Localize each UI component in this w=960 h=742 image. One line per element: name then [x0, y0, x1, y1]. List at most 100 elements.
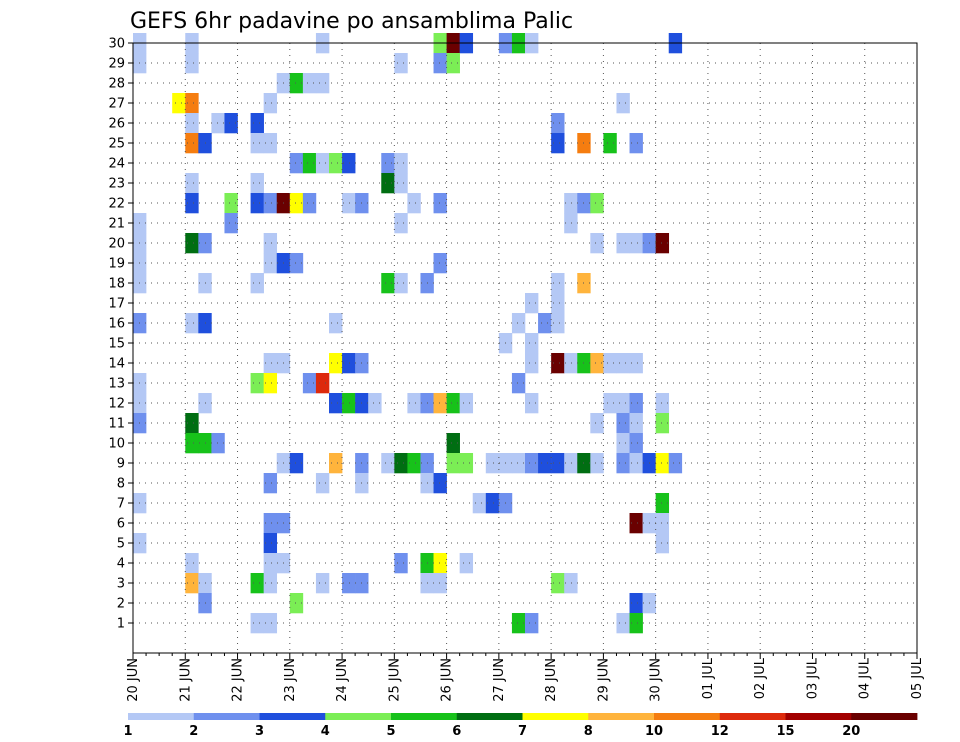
heatmap-cell: [655, 453, 670, 474]
heatmap-cell: [564, 193, 578, 214]
heatmap-cell: [668, 453, 683, 474]
heatmap-cell: [394, 213, 408, 234]
heatmap-cell: [511, 313, 526, 334]
heatmap-cell: [289, 73, 304, 94]
heatmap-cell: [302, 153, 317, 174]
y-tick-label: 1: [117, 617, 125, 632]
heatmap-cell: [342, 353, 356, 374]
colorbar-swatch: [785, 713, 852, 720]
y-tick-label: 23: [108, 177, 125, 192]
heatmap-cell: [551, 573, 565, 594]
heatmap-cell: [263, 193, 278, 214]
heatmap-cell: [459, 393, 474, 414]
colorbar-label: 15: [776, 724, 794, 739]
heatmap-cell: [564, 213, 578, 234]
heatmap-cell: [407, 193, 421, 214]
y-tick-label: 8: [117, 477, 125, 492]
heatmap-cell: [616, 453, 630, 474]
x-tick-label: 05 JUL: [910, 657, 925, 699]
heatmap-cell: [342, 193, 356, 214]
heatmap-cell: [302, 373, 317, 394]
heatmap-cell: [511, 373, 526, 394]
heatmap-cell: [381, 173, 395, 194]
y-tick-label: 4: [117, 557, 125, 572]
heatmap-cell: [315, 153, 330, 174]
heatmap-cell: [485, 493, 500, 514]
heatmap-cell: [564, 453, 578, 474]
y-tick-label: 2: [117, 597, 125, 612]
heatmap-cell: [263, 553, 278, 574]
heatmap-cell: [655, 393, 670, 414]
heatmap-cell: [525, 613, 539, 634]
heatmap-cell: [603, 353, 617, 374]
heatmap-cell: [655, 493, 670, 514]
y-tick-label: 18: [108, 277, 125, 292]
x-tick-label: 03 JUL: [805, 657, 820, 699]
heatmap-cell: [511, 613, 526, 634]
heatmap-cell: [616, 393, 630, 414]
heatmap-cell: [551, 353, 565, 374]
heatmap-cell: [289, 153, 304, 174]
heatmap-cell: [616, 93, 630, 114]
heatmap-cell: [629, 413, 643, 434]
y-tick-label: 19: [108, 257, 125, 272]
x-tick-label: 28 JUN: [544, 658, 559, 702]
heatmap-cell: [446, 433, 460, 454]
heatmap-cell: [250, 173, 264, 194]
y-axis: 1234567891011121314151617181920212223242…: [108, 37, 133, 632]
heatmap-cell: [329, 353, 343, 374]
colorbar-label: 8: [584, 724, 593, 739]
heatmap-cell: [629, 433, 643, 454]
heatmap-cell: [185, 573, 199, 594]
heatmap-cell: [446, 453, 460, 474]
y-tick-label: 16: [108, 317, 125, 332]
colorbar-swatch: [325, 713, 392, 720]
heatmap-cell: [185, 193, 199, 214]
heatmap-cell: [433, 253, 447, 274]
heatmap-cell: [263, 533, 278, 554]
heatmap-cell: [564, 573, 578, 594]
x-tick-label: 24 JUN: [335, 658, 350, 702]
heatmap-cell: [263, 573, 278, 594]
heatmap-cell: [302, 193, 317, 214]
heatmap-cell: [394, 53, 408, 74]
y-tick-label: 26: [108, 117, 125, 132]
x-tick-label: 01 JUL: [701, 657, 716, 699]
colorbar-label: 6: [452, 724, 461, 739]
heatmap-cell: [603, 133, 617, 154]
heatmap-cell: [459, 453, 474, 474]
y-tick-label: 24: [108, 157, 125, 172]
heatmap-cell: [263, 473, 278, 494]
heatmap-cell: [629, 393, 643, 414]
heatmap-cell: [525, 453, 539, 474]
y-tick-label: 3: [117, 577, 125, 592]
colorbar-legend: 1 2 3 4 5 6 7 8 10 12 15 20: [123, 713, 918, 739]
heatmap-cell: [211, 433, 225, 454]
heatmap-cell: [329, 153, 343, 174]
heatmap-cell: [407, 453, 421, 474]
heatmap-cell: [433, 473, 447, 494]
y-tick-label: 7: [117, 497, 125, 512]
heatmap-cell: [224, 113, 238, 134]
y-tick-label: 14: [108, 357, 125, 372]
heatmap-cell: [629, 613, 643, 634]
heatmap-cell: [590, 353, 604, 374]
heatmap-cell: [250, 193, 264, 214]
heatmap-cell: [590, 453, 604, 474]
heatmap-cell: [342, 153, 356, 174]
heatmap-cell: [629, 353, 643, 374]
heatmap-cell: [185, 413, 199, 434]
heatmap-cell: [315, 73, 330, 94]
colorbar-swatch: [588, 713, 655, 720]
heatmap-cell: [185, 173, 199, 194]
heatmap-cell: [329, 393, 343, 414]
heatmap-cell: [629, 453, 643, 474]
y-tick-label: 30: [108, 37, 125, 52]
colorbar-label: 1: [123, 724, 132, 739]
colorbar-swatch: [522, 713, 589, 720]
heatmap-cell: [185, 53, 199, 74]
heatmap-cell: [263, 233, 278, 254]
heatmap-cell: [250, 133, 264, 154]
y-tick-label: 17: [108, 297, 125, 312]
